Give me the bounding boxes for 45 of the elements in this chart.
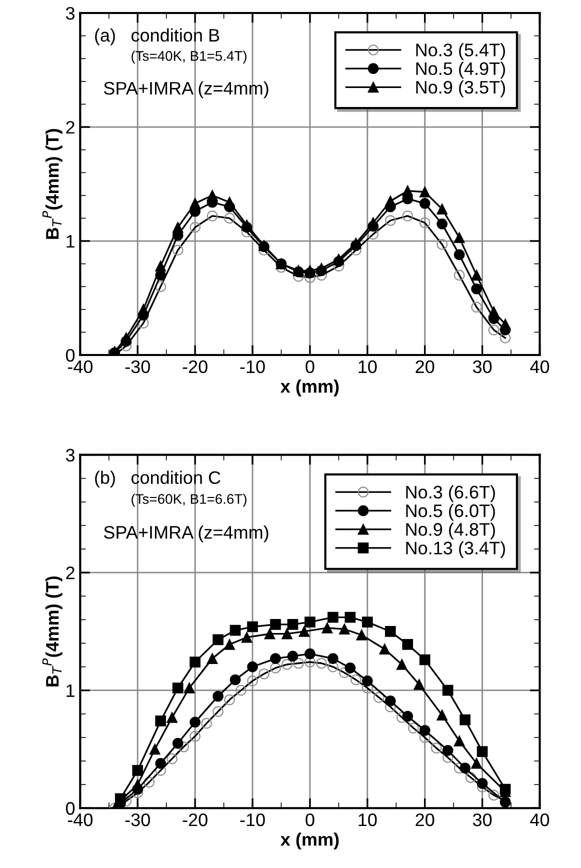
x-tick-label: 30 — [472, 360, 492, 374]
x-tick-label: 0 — [306, 360, 314, 374]
x-tick-label: -20 — [182, 813, 208, 826]
legend-label: No.5 (4.9T) — [416, 62, 505, 79]
x-tick-label: -40 — [68, 360, 93, 374]
legend-label: No.5 (6.0T) — [406, 504, 495, 521]
x-axis-title: x (mm) — [280, 379, 339, 396]
y-tick-label: 2 — [66, 120, 74, 134]
y-tick-label: 0 — [66, 802, 75, 815]
annotation: (Ts=60K, B1=6.6T) — [132, 494, 246, 507]
x-tick-label: 30 — [472, 813, 492, 826]
annotation: condition B — [132, 28, 220, 42]
x-tick-label: 0 — [306, 813, 314, 826]
x-tick-label: -10 — [240, 360, 265, 374]
x-tick-label: -20 — [182, 360, 208, 374]
y-tick-label: 3 — [66, 448, 75, 462]
y-tick-label: 0 — [66, 348, 75, 362]
x-tick-label: -30 — [125, 360, 150, 374]
annotation: SPA+IMRA (z=4mm) — [104, 525, 268, 542]
x-axis-title: x (mm) — [280, 832, 339, 850]
x-tick-label: 40 — [530, 360, 550, 374]
legend-label: No.3 (5.4T) — [416, 43, 505, 60]
y-axis-title: B$_{T}$$^{P}$(4mm) (T) — [42, 129, 62, 239]
legend-label: No.9 (3.5T) — [416, 80, 505, 98]
annotation: (b) — [95, 470, 115, 488]
annotation: condition C — [132, 470, 220, 484]
x-tick-label: 10 — [358, 813, 377, 826]
x-tick-label: 10 — [358, 360, 377, 374]
x-tick-label: -40 — [68, 813, 93, 826]
x-tick-label: -30 — [125, 813, 150, 826]
x-tick-label: -10 — [240, 813, 265, 826]
legend-label: No.3 (6.6T) — [406, 485, 495, 502]
x-tick-label: 20 — [416, 360, 434, 374]
y-tick-label: 3 — [66, 6, 75, 20]
y-tick-label: 1 — [66, 235, 74, 248]
x-tick-label: 40 — [530, 813, 550, 826]
legend-label: No.9 (4.8T) — [406, 522, 495, 540]
y-axis-title: B$_{T}$$^{P}$(4mm) (T) — [42, 576, 62, 686]
annotation: (Ts=40K, B1=5.4T) — [132, 50, 246, 64]
annotation: SPA+IMRA (z=4mm) — [104, 81, 268, 98]
legend-label: No.13 (3.4T) — [406, 541, 505, 558]
y-tick-label: 2 — [66, 566, 74, 580]
annotation: (a) — [95, 28, 115, 46]
x-tick-label: 20 — [416, 813, 434, 826]
y-tick-label: 1 — [66, 684, 74, 697]
